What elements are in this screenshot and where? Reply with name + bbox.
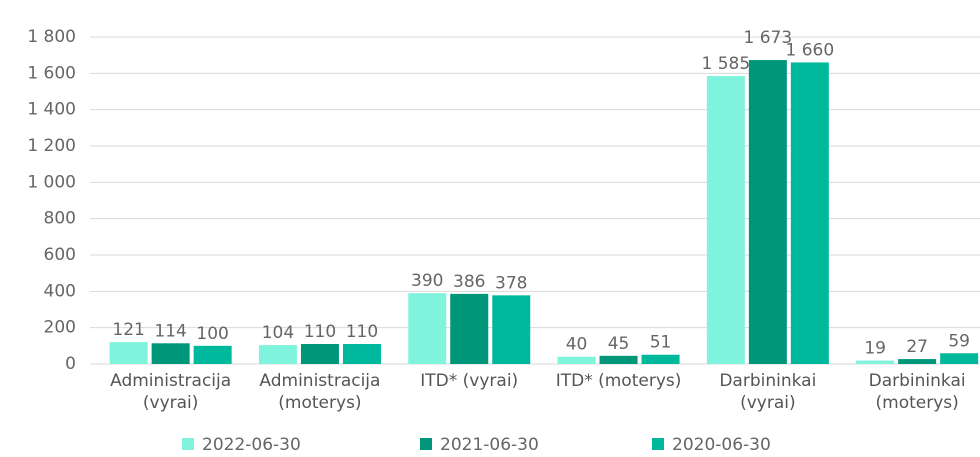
- data-label: 45: [608, 334, 630, 354]
- data-label: 1 585: [702, 54, 751, 74]
- legend-swatch: [420, 438, 432, 450]
- data-label: 104: [262, 323, 294, 343]
- bar: [109, 342, 148, 364]
- bar: [898, 359, 937, 364]
- bar: [300, 344, 339, 364]
- bar: [706, 76, 745, 364]
- data-label: 40: [566, 335, 588, 355]
- x-tick-label: ITD* (moterys): [555, 371, 682, 391]
- bar: [641, 354, 680, 364]
- bar: [856, 360, 895, 364]
- bar: [492, 295, 531, 364]
- legend-label: 2022-06-30: [202, 435, 301, 455]
- data-label: 59: [948, 331, 970, 351]
- y-tick-label: 0: [65, 354, 76, 374]
- bar: [599, 355, 638, 364]
- y-tick-label: 1 800: [27, 27, 76, 47]
- y-tick-label: 1 400: [27, 100, 76, 120]
- x-tick-label: Darbininkai (moterys): [868, 371, 966, 413]
- data-label: 110: [346, 322, 378, 342]
- y-tick-label: 800: [44, 209, 76, 229]
- bar: [450, 293, 489, 364]
- y-tick-label: 1 600: [27, 63, 76, 83]
- bar: [790, 62, 829, 364]
- legend-swatch: [652, 438, 664, 450]
- data-label: 114: [154, 321, 186, 341]
- data-label: 100: [196, 324, 228, 344]
- bar: [557, 356, 596, 364]
- y-tick-label: 1 200: [27, 136, 76, 156]
- y-tick-label: 1 000: [27, 172, 76, 192]
- data-label: 1 673: [744, 28, 793, 48]
- bar: [258, 345, 297, 364]
- x-tick-label: Darbininkai (vyrai): [719, 371, 817, 413]
- y-tick-label: 400: [44, 281, 76, 301]
- data-label: 110: [304, 322, 336, 342]
- legend-label: 2020-06-30: [672, 435, 771, 455]
- data-label: 1 660: [786, 40, 835, 60]
- x-tick-label: ITD* (vyrai): [420, 371, 519, 391]
- data-label: 386: [453, 272, 485, 292]
- data-label: 378: [495, 273, 527, 293]
- data-label: 121: [112, 320, 144, 340]
- bar: [748, 60, 787, 365]
- x-tick-label: Administracija (moterys): [259, 371, 381, 413]
- bar: [940, 353, 979, 364]
- data-label: 51: [650, 333, 672, 353]
- bar: [151, 343, 190, 364]
- data-label: 390: [411, 271, 443, 291]
- bar: [193, 345, 232, 364]
- y-tick-label: 200: [44, 318, 76, 338]
- legend-swatch: [182, 438, 194, 450]
- legend-label: 2021-06-30: [440, 435, 539, 455]
- x-tick-label: Administracija (vyrai): [110, 371, 232, 413]
- bar: [342, 344, 381, 364]
- y-tick-label: 600: [44, 245, 76, 265]
- data-label: 19: [864, 339, 886, 359]
- bar: [408, 293, 447, 364]
- data-label: 27: [906, 337, 928, 357]
